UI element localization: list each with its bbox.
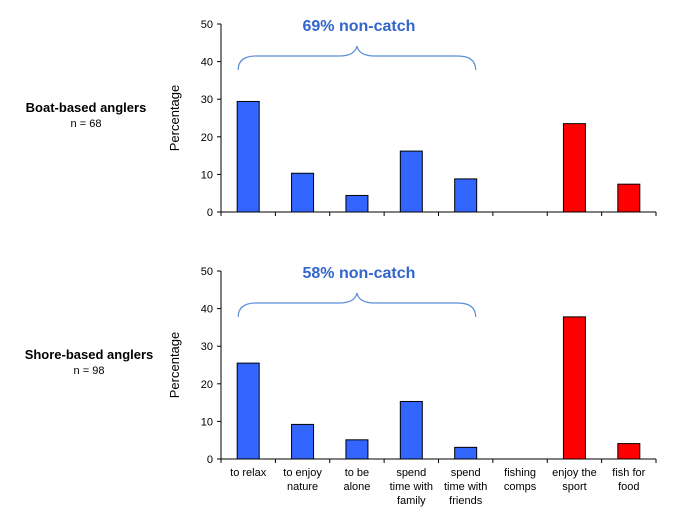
y-tick-label: 20: [201, 379, 213, 391]
x-tick-label-to-relax: to relax: [230, 467, 267, 479]
annotation-label: 69% non-catch: [302, 18, 415, 35]
panel-label-shore: Shore-based anglers n = 98: [0, 347, 178, 377]
x-tick-label-spend-time-with-friends: spend time with friends: [444, 467, 487, 507]
y-tick-label: 20: [201, 132, 213, 144]
panel-title: Shore-based anglers: [24, 347, 154, 362]
panel-sample-size: n = 68: [70, 118, 102, 130]
annotation-bracket: [237, 292, 477, 318]
annotation-label: 58% non-catch: [302, 265, 415, 282]
panel-title: Boat-based anglers: [25, 100, 147, 115]
bar-to-be-alone: [345, 194, 369, 213]
y-tick-label: 30: [201, 341, 213, 353]
bar-to-be-alone: [345, 439, 369, 460]
x-tick-label-spend-time-with-family: spend time with family: [390, 467, 433, 507]
x-tick-label-to-enjoy-nature: to enjoy nature: [283, 467, 322, 493]
y-tick-label: 30: [201, 94, 213, 106]
bar-fish-for-food: [617, 183, 641, 213]
y-tick-label: 40: [201, 57, 213, 69]
bar-spend-time-with-family: [399, 150, 423, 213]
bar-to-relax: [236, 362, 260, 460]
y-tick-label: 10: [201, 169, 213, 181]
bar-to-enjoy-nature: [291, 423, 315, 460]
panel-label-boat: Boat-based anglers n = 68: [0, 100, 172, 130]
x-tick-label-fishing-comps: fishing comps: [504, 467, 537, 493]
x-tick-label-enjoy-the-sport: enjoy the sport: [552, 467, 597, 493]
y-axis-title: Percentage: [167, 85, 182, 152]
annotation-bracket: [237, 45, 477, 71]
bar-spend-time-with-friends: [454, 178, 478, 213]
bar-fish-for-food: [617, 443, 641, 460]
bar-enjoy-the-sport: [562, 123, 586, 213]
y-tick-label: 50: [201, 266, 213, 278]
y-tick-label: 10: [201, 416, 213, 428]
x-tick-label-to-be-alone: to be alone: [343, 467, 370, 493]
bar-spend-time-with-family: [399, 400, 423, 460]
bar-spend-time-with-friends: [454, 446, 478, 460]
x-tick-label-fish-for-food: fish for food: [612, 467, 645, 493]
y-axis-title: Percentage: [167, 332, 182, 399]
y-tick-label: 50: [201, 19, 213, 31]
bar-enjoy-the-sport: [562, 316, 586, 460]
bar-to-enjoy-nature: [291, 172, 315, 213]
panel-sample-size: n = 98: [73, 365, 105, 377]
y-tick-label: 40: [201, 304, 213, 316]
y-tick-label: 0: [207, 207, 213, 219]
y-tick-label: 0: [207, 454, 213, 466]
bar-to-relax: [236, 100, 260, 213]
